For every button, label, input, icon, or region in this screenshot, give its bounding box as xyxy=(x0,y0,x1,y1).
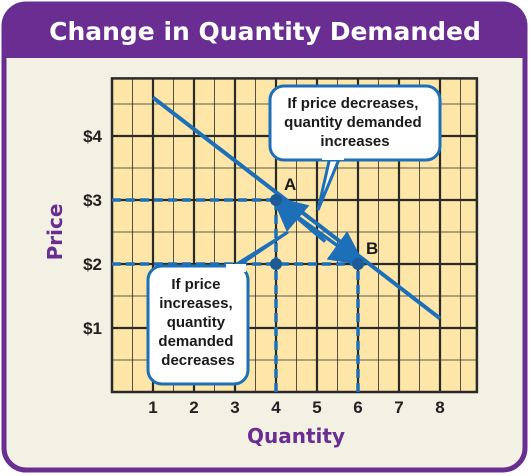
y-tick-label: $4 xyxy=(83,127,102,146)
point-label-A: A xyxy=(284,175,296,194)
svg-text:If price decreases, quan: If price decreases, quantity demanded in… xyxy=(284,95,426,150)
y-tick-label: $2 xyxy=(83,255,102,274)
movement-arrows xyxy=(271,196,366,266)
bubble-increase-line-5: decreases xyxy=(161,352,234,369)
svg-text:If price increases,: If price increases, quantity demanded de… xyxy=(158,276,237,369)
arrow-increase xyxy=(271,196,327,243)
x-tick-label: 3 xyxy=(230,398,239,417)
x-tick-label: 4 xyxy=(271,398,281,417)
tick-labels: 1 2 3 4 5 6 7 8 $1 $2 $3 $4 xyxy=(83,127,445,417)
points-layer: AB xyxy=(270,175,378,270)
x-tick-label: 6 xyxy=(353,398,362,417)
x-tick-label: 2 xyxy=(189,398,198,417)
x-tick-label: 7 xyxy=(394,398,403,417)
x-tick-label: 8 xyxy=(435,398,444,417)
data-point xyxy=(352,258,364,270)
bubble-increase-line-4: demanded xyxy=(158,333,233,350)
y-axis-title: Price xyxy=(43,204,67,261)
title-banner xyxy=(4,4,525,58)
plot-border xyxy=(110,77,479,394)
bubble-increase-line-3: quantity xyxy=(167,314,226,331)
y-tick-label: $3 xyxy=(83,191,102,210)
bubble-decrease-line-1: If price decreases, xyxy=(287,95,418,112)
bubble-price-decreases: If price decreases, quantity demanded in… xyxy=(268,84,442,211)
data-point xyxy=(270,258,282,270)
bubble-price-increases: If price increases, quantity demanded de… xyxy=(146,230,289,386)
chart-title: Change in Quantity Demanded xyxy=(49,17,481,46)
bubble-increase-line-1: If price xyxy=(171,276,220,293)
bubble-increase-line-2: increases, xyxy=(159,295,232,312)
bubble-decrease-line-3: increases xyxy=(320,133,389,150)
bubble-decrease-line-2: quantity demanded xyxy=(284,114,422,131)
data-point xyxy=(270,194,282,206)
x-tick-label: 1 xyxy=(148,398,157,417)
x-axis-title: Quantity xyxy=(247,424,345,448)
x-tick-label: 5 xyxy=(312,398,321,417)
point-label-B: B xyxy=(366,239,378,258)
y-tick-label: $1 xyxy=(83,319,102,338)
